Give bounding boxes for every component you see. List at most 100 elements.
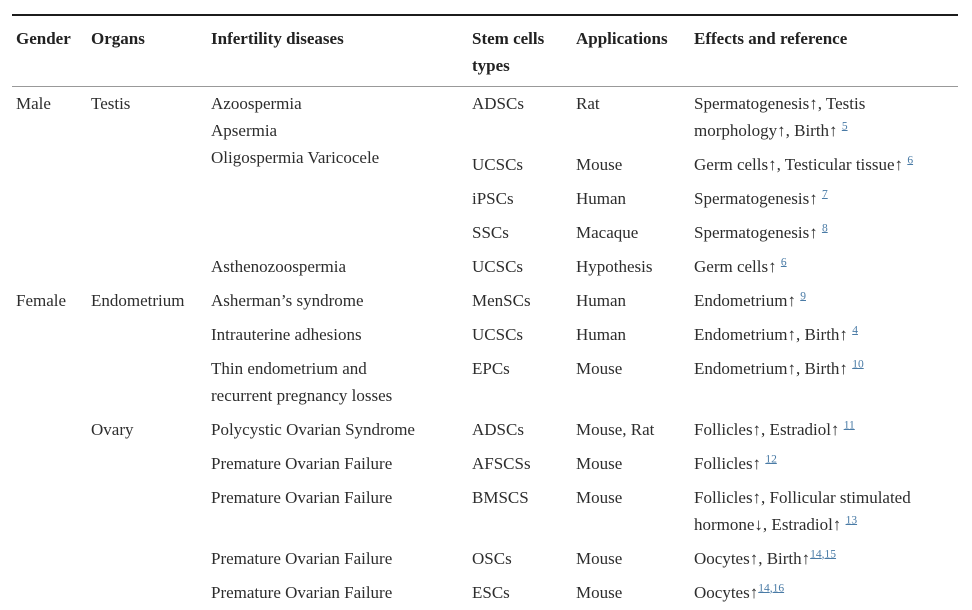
reference-link[interactable]: 11 <box>843 419 855 432</box>
cell-stem: BMSCS <box>472 488 529 507</box>
cell-stem: AFSCSs <box>472 454 531 473</box>
reference-superscript: 4 <box>852 324 858 337</box>
reference-superscript: 7 <box>821 188 828 201</box>
table-row: Thin endometrium and recurrent pregnancy … <box>12 352 958 413</box>
cell-organs: Endometrium <box>91 291 185 310</box>
cell-effects: Follicles↑, Follicular stimulated hormone… <box>694 488 911 534</box>
cell-application: Mouse <box>576 488 623 507</box>
cell-disease: Polycystic Ovarian Syndrome <box>211 420 415 439</box>
cell-disease: Thin endometrium and recurrent pregnancy … <box>211 359 393 405</box>
col-header-infertility-diseases: Infertility diseases <box>211 15 472 87</box>
cell-gender: Female <box>16 291 67 310</box>
header-row: Gender Organs Infertility diseases Stem … <box>12 15 958 87</box>
col-header-applications: Applications <box>576 15 694 87</box>
cell-disease: Asherman’s syndrome <box>211 291 364 310</box>
cell-application: Human <box>576 189 627 208</box>
reference-superscript: 12 <box>765 453 777 466</box>
cell-stem: iPSCs <box>472 189 514 208</box>
cell-stem: UCSCs <box>472 325 524 344</box>
cell-application: Mouse <box>576 454 623 473</box>
reference-link[interactable]: 16 <box>772 582 785 595</box>
cell-gender: Male <box>16 94 51 113</box>
cell-effects: Germ cells↑, Testicular tissue↑ 6 <box>694 154 914 174</box>
reference-link[interactable]: 12 <box>765 453 777 466</box>
table-row: Premature Ovarian Failure BMSCS Mouse Folli… <box>12 481 958 542</box>
cell-application: Human <box>576 325 627 344</box>
table-row: Ovary Polycystic Ovarian Syndrome ADSCs Mou… <box>12 413 958 447</box>
cell-effects: Spermatogenesis↑ 8 <box>694 222 828 242</box>
reference-superscript: 8 <box>821 222 828 235</box>
cell-disease: Asthenozoospermia <box>211 257 347 276</box>
reference-link[interactable]: 6 <box>780 256 787 269</box>
cell-application: Mouse <box>576 359 623 378</box>
reference-link[interactable]: 14 <box>810 548 822 561</box>
cell-effects: Endometrium↑, Birth↑ 4 <box>694 324 858 344</box>
reference-link[interactable]: 10 <box>852 358 864 371</box>
cell-stem: UCSCs <box>472 257 524 276</box>
reference-superscript: 5 <box>841 120 848 133</box>
reference-superscript: 10 <box>852 358 864 371</box>
cell-stem: SSCs <box>472 223 509 242</box>
cell-application: Mouse <box>576 155 623 174</box>
reference-superscript: 6 <box>907 154 914 167</box>
cell-stem: ADSCs <box>472 94 524 113</box>
cell-disease: Premature Ovarian Failure <box>211 583 393 602</box>
cell-disease: Azoospermia Apsermia Oligospermia Varicoce… <box>211 94 380 167</box>
cell-effects: Follicles↑, Estradiol↑ 11 <box>694 419 855 439</box>
cell-effects: Spermatogenesis↑ 7 <box>694 188 828 208</box>
col-header-organs: Organs <box>91 15 211 87</box>
table-row: Premature Ovarian Failure AFSCSs Mouse Foll… <box>12 447 958 481</box>
table-row: Intrauterine adhesions UCSCs Human Endometr… <box>12 318 958 352</box>
col-header-stem-cells-types: Stem cells types <box>472 15 576 87</box>
cell-stem: UCSCs <box>472 155 524 174</box>
reference-link[interactable]: 7 <box>821 188 828 201</box>
cell-stem: OSCs <box>472 549 512 568</box>
cell-disease: Premature Ovarian Failure <box>211 549 393 568</box>
reference-link[interactable]: 8 <box>821 222 828 235</box>
cell-effects: Follicles↑ 12 <box>694 453 777 473</box>
cell-stem: EPCs <box>472 359 510 378</box>
cell-effects: Endometrium↑ 9 <box>694 290 806 310</box>
cell-disease: Premature Ovarian Failure <box>211 488 393 507</box>
cell-effects: Oocytes↑14,16 <box>694 582 785 602</box>
reference-superscript: 6 <box>780 256 787 269</box>
reference-link[interactable]: 13 <box>845 514 858 527</box>
reference-link[interactable]: 6 <box>907 154 914 167</box>
reference-superscript: 9 <box>800 290 806 303</box>
reference-link[interactable]: 5 <box>841 120 848 133</box>
reference-superscript: 13 <box>845 514 858 527</box>
table-row: Male Testis Azoospermia Apsermia Oligospermi… <box>12 87 958 167</box>
reference-link[interactable]: 15 <box>824 548 837 561</box>
cell-effects: Germ cells↑ 6 <box>694 256 787 276</box>
table-row: Female Endometrium Asherman’s syndrome MenS… <box>12 284 958 318</box>
table-row: SSCs Macaque Spermatogenesis↑ 8 <box>12 216 958 250</box>
cell-application: Rat <box>576 94 600 113</box>
cell-application: Human <box>576 291 627 310</box>
col-header-effects-and-reference: Effects and reference <box>694 15 958 87</box>
table-body: Male Testis Azoospermia Apsermia Oligospermi… <box>12 87 958 610</box>
cell-effects: Endometrium↑, Birth↑ 10 <box>694 358 864 378</box>
cell-stem: ESCs <box>472 583 510 602</box>
cell-application: Mouse <box>576 583 623 602</box>
cell-application: Mouse <box>576 549 623 568</box>
reference-link[interactable]: 4 <box>852 324 858 337</box>
table-row: Asthenozoospermia UCSCs Hypothesis Germ cel… <box>12 250 958 284</box>
stem-cell-therapy-table: Gender Organs Infertility diseases Stem … <box>12 14 958 610</box>
reference-superscript: 14,15 <box>810 548 837 561</box>
table-row: iPSCs Human Spermatogenesis↑ 7 <box>12 182 958 216</box>
cell-disease: Intrauterine adhesions <box>211 325 362 344</box>
table-row: Premature Ovarian Failure ESCs Mouse Oocyte… <box>12 576 958 610</box>
cell-application: Mouse, Rat <box>576 420 655 439</box>
table-row: UCSCs Mouse Germ cells↑, Testicular tissue… <box>12 148 958 182</box>
cell-organs: Testis <box>91 94 131 113</box>
col-header-gender: Gender <box>12 15 91 87</box>
cell-application: Macaque <box>576 223 639 242</box>
cell-organs: Ovary <box>91 420 134 439</box>
table-row: Premature Ovarian Failure OSCs Mouse Oocyte… <box>12 542 958 576</box>
cell-application: Hypothesis <box>576 257 653 276</box>
reference-link[interactable]: 9 <box>800 290 806 303</box>
reference-superscript: 14,16 <box>758 582 785 595</box>
reference-link[interactable]: 14 <box>758 582 770 595</box>
cell-stem: MenSCs <box>472 291 531 310</box>
